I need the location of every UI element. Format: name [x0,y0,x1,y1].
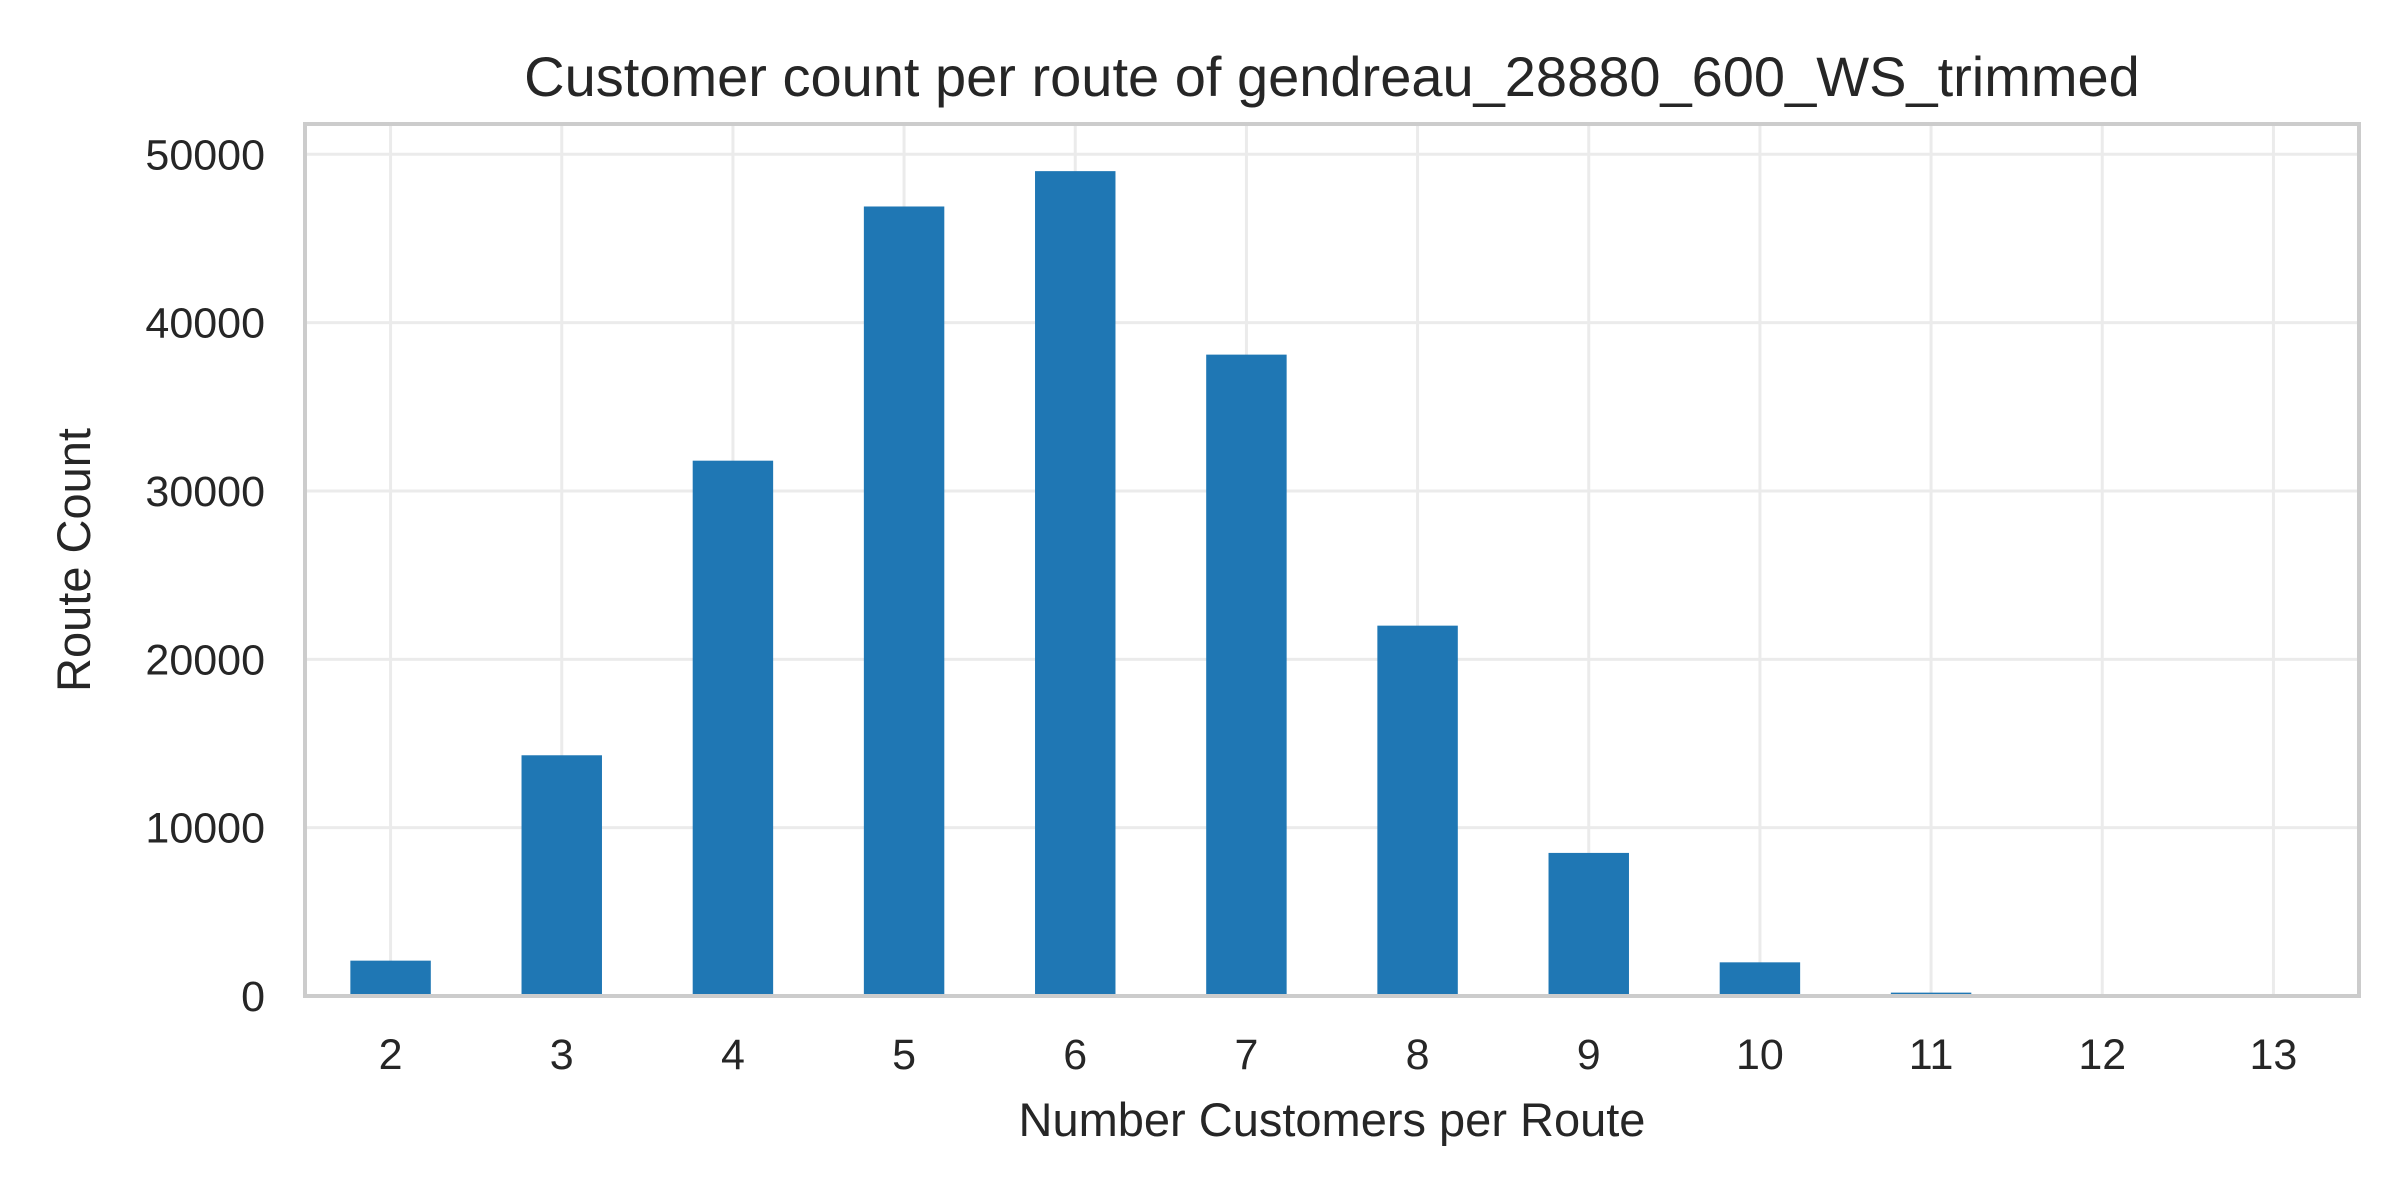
bar-4 [692,460,774,996]
y-tick-label: 40000 [145,300,265,348]
x-tick-label: 2 [379,1031,403,1079]
x-tick-label: 7 [1234,1031,1258,1079]
x-tick-label: 12 [2078,1031,2126,1079]
x-tick-label: 10 [1736,1031,1784,1079]
x-tick-label: 9 [1577,1031,1601,1079]
y-tick-label: 0 [241,973,265,1021]
x-axis-label: Number Customers per Route [1019,1093,1646,1146]
x-tick-label: 11 [1909,1031,1954,1079]
plot-frame [303,122,2361,998]
bar-7 [1206,354,1287,996]
tick-labels: 2 3 4 5 6 7 8 9 10 11 12 13 0 10000 20000 30000 40000 500… [145,131,2297,1079]
bar-5 [863,206,945,997]
grid [305,124,2359,998]
bar-2 [350,960,431,996]
bar-3 [521,755,602,996]
bar-6 [1035,171,1116,996]
x-tick-label: 8 [1406,1031,1430,1079]
x-tick-label: 4 [721,1031,745,1079]
y-tick-label: 30000 [145,468,265,516]
bar-9 [1548,852,1629,996]
bar-10 [1719,962,1801,996]
y-axis-label: Route Count [47,428,100,692]
x-tick-label: 3 [550,1031,574,1079]
y-tick-label: 10000 [145,805,265,853]
x-tick-label: 13 [2249,1031,2297,1079]
y-tick-label: 50000 [145,131,265,179]
bar-8 [1377,625,1458,996]
chart-title: Customer count per route of gendreau_288… [524,45,2140,108]
bars [350,171,2314,997]
x-tick-label: 5 [892,1031,916,1079]
x-tick-label: 6 [1063,1031,1087,1079]
y-tick-label: 20000 [145,636,265,684]
